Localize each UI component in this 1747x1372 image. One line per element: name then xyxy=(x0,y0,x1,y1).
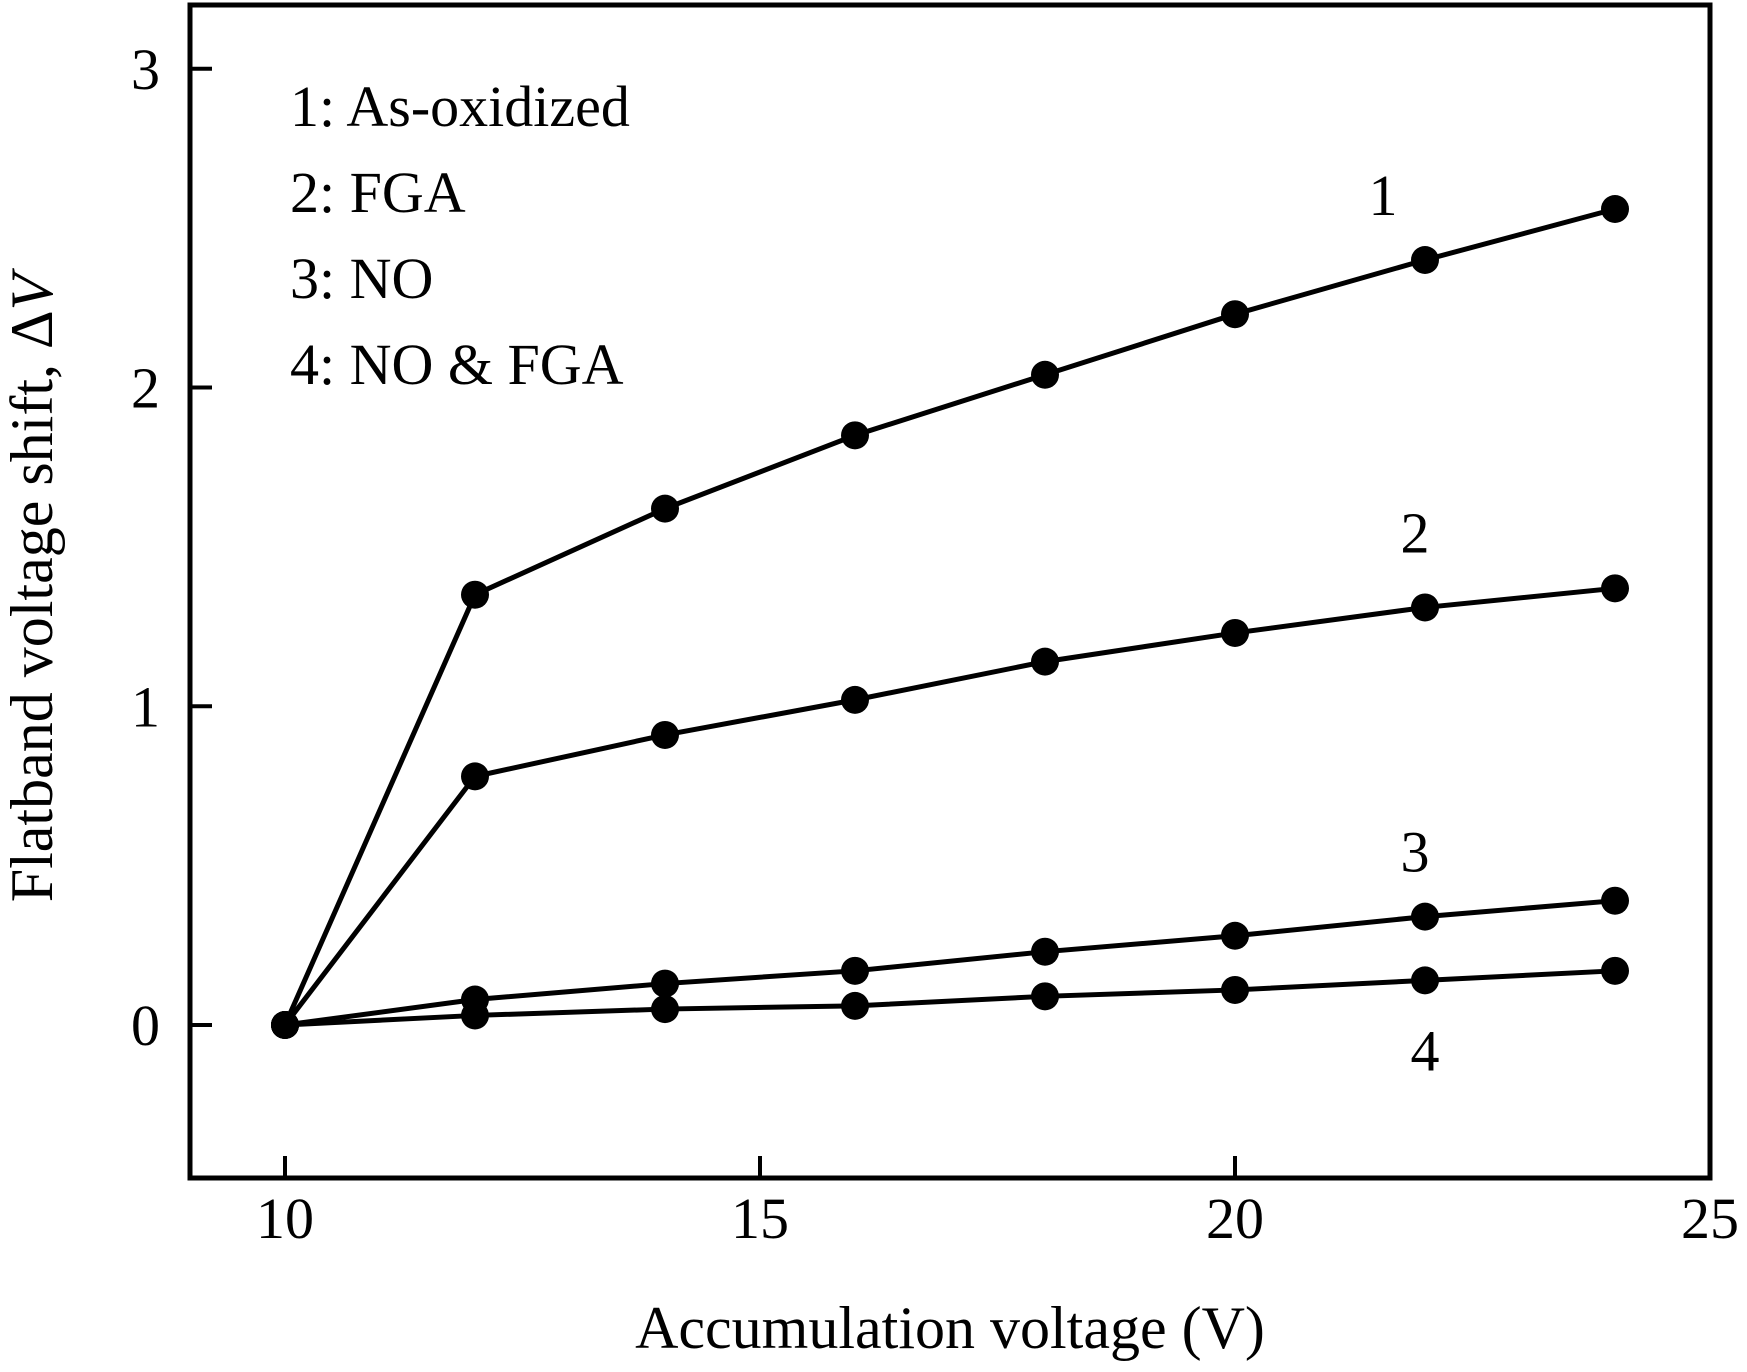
curve-label: 3 xyxy=(1401,820,1430,885)
legend-entry: 2: FGA xyxy=(290,160,466,225)
data-point xyxy=(841,991,869,1020)
data-point xyxy=(1221,618,1249,647)
plot-frame xyxy=(187,2,1713,1181)
data-point xyxy=(1411,246,1439,274)
data-point xyxy=(1221,921,1249,950)
legend-entry: 3: NO xyxy=(290,246,433,311)
y-tick-label: 1 xyxy=(131,674,160,739)
data-point xyxy=(1601,574,1629,603)
series-line xyxy=(283,585,1616,1027)
data-point xyxy=(651,720,679,749)
data-point xyxy=(841,685,869,714)
data-point xyxy=(1031,982,1059,1011)
data-point xyxy=(1601,886,1629,915)
data-point xyxy=(461,1001,489,1030)
series-line xyxy=(282,206,1616,1027)
data-point xyxy=(461,580,489,609)
legend-entry: 4: NO & FGA xyxy=(290,332,624,397)
y-axis-title: Flatband voltage shift, ΔV xyxy=(0,267,65,902)
y-tick-label: 3 xyxy=(131,37,160,102)
data-point xyxy=(1031,360,1059,389)
data-point xyxy=(651,969,679,998)
data-point xyxy=(651,494,679,523)
data-point xyxy=(841,421,869,450)
data-point xyxy=(271,1011,299,1039)
y-tick-label: 2 xyxy=(131,356,160,421)
data-point xyxy=(1601,956,1629,985)
series-group xyxy=(271,195,1629,1039)
x-tick-label: 15 xyxy=(731,1186,789,1251)
axes: 10 15 20 25 0 1 2 3 xyxy=(131,37,1739,1251)
series-line xyxy=(284,968,1616,1028)
x-tick-label: 25 xyxy=(1681,1186,1739,1251)
legend-entry: 1: As-oxidized xyxy=(290,74,630,139)
data-point xyxy=(1411,902,1439,931)
labels-group: 1: As-oxidized 2: FGA 3: NO 4: NO & FGA 1 2 3 4 xyxy=(290,74,1440,1083)
series-1 xyxy=(271,195,1629,1039)
data-point xyxy=(1411,966,1439,995)
x-axis-title: Accumulation voltage (V) xyxy=(635,1295,1265,1361)
data-point xyxy=(1031,647,1059,676)
curve-label: 2 xyxy=(1401,500,1430,565)
curve-label: 4 xyxy=(1411,1018,1440,1083)
data-point xyxy=(1031,937,1059,966)
data-point xyxy=(1221,300,1249,329)
data-point xyxy=(1411,593,1439,622)
y-axis-title-text: Flatband voltage shift, Δ xyxy=(0,310,65,902)
data-point xyxy=(1221,975,1249,1004)
data-point xyxy=(461,762,489,791)
x-tick-label: 10 xyxy=(256,1186,314,1251)
data-point xyxy=(841,956,869,985)
y-tick-label: 0 xyxy=(131,993,160,1058)
y-axis-title-variable: V xyxy=(0,267,65,310)
series-4 xyxy=(271,956,1629,1039)
curve-label: 1 xyxy=(1369,163,1398,228)
x-tick-label: 20 xyxy=(1206,1186,1264,1251)
data-point xyxy=(651,995,679,1024)
data-point xyxy=(1601,195,1629,223)
series-line xyxy=(284,898,1616,1028)
